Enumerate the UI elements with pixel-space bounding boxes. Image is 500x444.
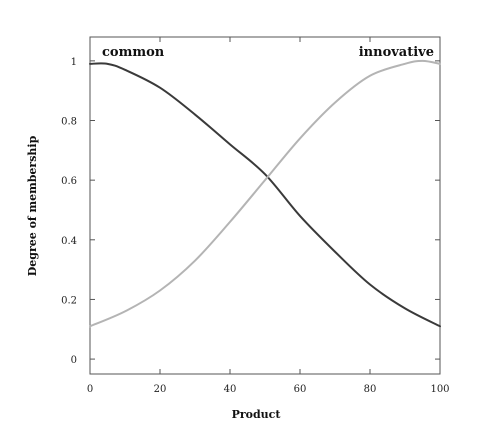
y-tick-label: 0 [71,355,77,366]
plot-frame [89,36,441,375]
x-axis-title: Product [232,408,282,421]
series-line-common [89,62,441,328]
series-line-innovative [89,59,441,328]
x-tick-label: 100 [430,384,449,395]
x-tick-label: 20 [154,384,167,395]
axis-ticks: 0 20 40 60 80 100 0 0.2 0.4 0.6 0.8 1 [61,37,450,395]
x-tick-label: 80 [364,384,377,395]
y-tick-label: 0.4 [61,236,77,247]
x-tick-label: 60 [294,384,307,395]
y-tick-label: 0.6 [61,176,77,187]
y-tick-label: 0.8 [61,117,77,128]
y-axis-title: Degree of membership [26,135,39,276]
series-label-innovative: innovative [359,45,434,60]
y-tick-label: 0.2 [61,295,77,306]
series-lines [89,59,441,328]
y-tick-label: 1 [71,57,77,68]
series-label-common: common [102,45,165,60]
x-tick-label: 0 [87,384,93,395]
x-tick-label: 40 [224,384,237,395]
